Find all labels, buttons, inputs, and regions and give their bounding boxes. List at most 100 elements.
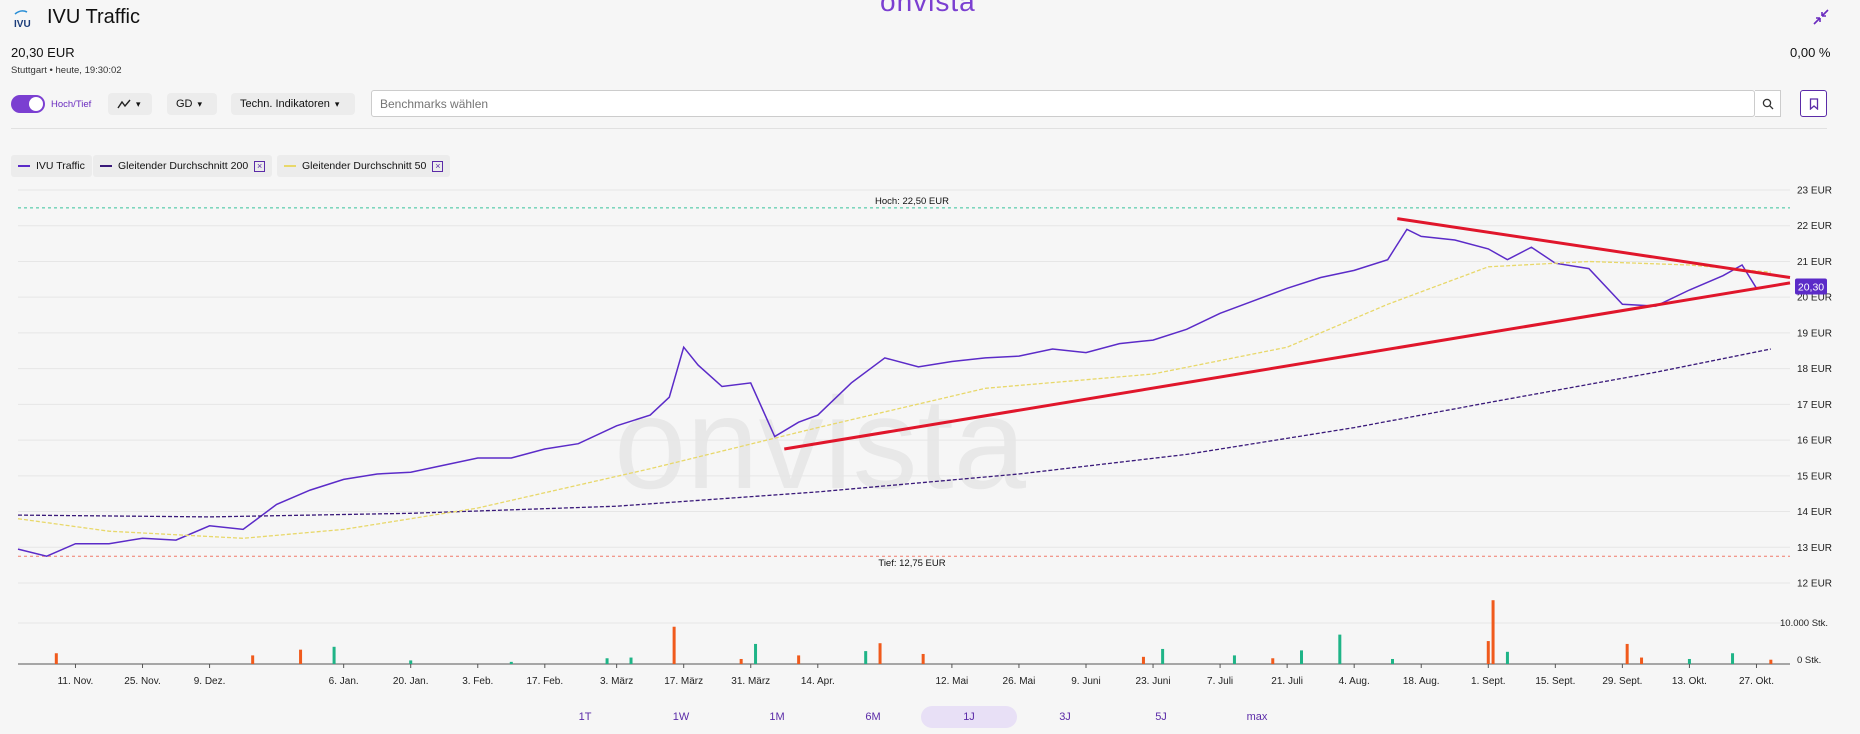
x-tick-label: 14. Apr. [801, 676, 835, 687]
gd-label: GD [176, 98, 193, 110]
chevron-down-icon: ▾ [334, 98, 340, 109]
x-tick-label: 20. Jan. [393, 676, 429, 687]
toggle-label: Hoch/Tief [51, 98, 92, 110]
trendline-1[interactable] [784, 281, 1791, 451]
period-button-1j[interactable]: 1J [921, 706, 1017, 728]
volume-bar [1491, 600, 1495, 664]
volume-bar [797, 655, 801, 664]
toggle-switch[interactable] [11, 95, 45, 113]
volume-bar [251, 655, 255, 664]
remove-gd50-icon[interactable]: × [432, 160, 444, 172]
volume-bar [1687, 658, 1691, 664]
x-tick-label: 18. Aug. [1403, 676, 1440, 687]
volume-tick-label: 10.000 Stk. [1780, 618, 1828, 629]
last-value-label: 20,30 [1798, 281, 1824, 293]
trendline-2[interactable] [1397, 217, 1791, 280]
x-tick-label: 17. Feb. [526, 676, 563, 687]
exchange-timestamp: Stuttgart • heute, 19:30:02 [11, 65, 122, 76]
legend-gd200: Gleitender Durchschnitt 200 × [93, 155, 273, 177]
volume-bar [629, 657, 633, 664]
x-tick-label: 25. Nov. [124, 676, 161, 687]
x-tick-label: 11. Nov. [58, 676, 94, 687]
volume-bar [1640, 657, 1644, 664]
page-title: IVU Traffic [47, 6, 140, 28]
x-tick-label: 6. Jan. [329, 676, 359, 687]
x-tick-label: 23. Juni [1136, 676, 1171, 687]
volume-bar [1505, 651, 1509, 664]
logo-text: IVU [14, 19, 31, 30]
bookmark-button[interactable] [1800, 90, 1827, 117]
x-tick-label: 7. Juli [1207, 676, 1233, 687]
last-value-badge [1795, 278, 1827, 295]
indicators-label: Techn. Indikatoren [240, 98, 330, 110]
volume-bar [299, 649, 303, 664]
chart-type-dropdown[interactable]: ▾ [108, 93, 152, 115]
legend-swatch [100, 165, 112, 167]
volume-bar [878, 643, 882, 664]
y-tick-label: 14 EUR [1797, 507, 1832, 518]
y-tick-label: 21 EUR [1797, 257, 1832, 268]
x-tick-label: 15. Sept. [1535, 676, 1575, 687]
high-label: Hoch: 22,50 EUR [875, 196, 949, 207]
y-tick-label: 15 EUR [1797, 471, 1832, 482]
volume-bar [1390, 658, 1394, 664]
legend-label: Gleitender Durchschnitt 50 [302, 160, 427, 172]
volume-bar [1232, 655, 1236, 664]
bookmark-icon [1809, 97, 1818, 110]
search-button[interactable] [1755, 90, 1781, 117]
y-tick-label: 13 EUR [1797, 543, 1832, 554]
y-tick-label: 23 EUR [1797, 186, 1832, 197]
period-button-1w[interactable]: 1W [672, 711, 690, 723]
x-tick-label: 3. Feb. [462, 676, 493, 687]
high-low-toggle[interactable]: Hoch/Tief [11, 95, 91, 113]
volume-bar [1486, 641, 1490, 664]
gd50-line [17, 260, 1771, 539]
legend-label: Gleitender Durchschnitt 200 [118, 160, 249, 172]
volume-bar [864, 651, 868, 664]
volume-bar [1625, 643, 1629, 664]
period-button-5j[interactable]: 5J [1155, 711, 1167, 723]
price-line [17, 228, 1771, 557]
gd-dropdown[interactable]: GD ▾ [167, 93, 217, 115]
volume-bar [509, 661, 513, 664]
volume-bar [1141, 656, 1145, 664]
indicators-dropdown[interactable]: Techn. Indikatoren ▾ [231, 93, 355, 115]
volume-bar [1338, 634, 1342, 664]
y-tick-label: 22 EUR [1797, 221, 1832, 232]
volume-bar [1300, 650, 1304, 664]
volume-bar [605, 658, 609, 664]
period-button-1m[interactable]: 1M [769, 711, 785, 723]
line-chart-icon [117, 99, 131, 109]
period-button-max[interactable]: max [1246, 711, 1268, 723]
y-tick-label: 20 EUR [1797, 293, 1832, 304]
search-icon [1762, 98, 1773, 109]
y-tick-label: 17 EUR [1797, 400, 1832, 411]
chevron-down-icon: ▾ [197, 98, 203, 109]
volume-bar [921, 653, 925, 664]
x-tick-label: 3. März [600, 676, 633, 687]
volume-bar [332, 646, 336, 664]
x-tick-label: 13. Okt. [1672, 676, 1707, 687]
current-price: 20,30 EUR [11, 45, 75, 60]
y-tick-label: 12 EUR [1797, 579, 1832, 590]
legend-ivu-traffic: IVU Traffic [11, 155, 92, 177]
volume-bar [672, 626, 676, 664]
remove-gd200-icon[interactable]: × [254, 160, 266, 172]
volume-bar [54, 653, 58, 664]
volume-bar [1161, 648, 1165, 664]
y-tick-label: 18 EUR [1797, 364, 1832, 375]
volume-bar [1769, 659, 1773, 664]
minimize-icon[interactable] [1810, 6, 1832, 28]
period-button-3j[interactable]: 3J [1059, 711, 1071, 723]
x-tick-label: 4. Aug. [1339, 676, 1370, 687]
legend-swatch [284, 165, 296, 167]
volume-bar [409, 660, 413, 664]
period-button-6m[interactable]: 6M [865, 711, 881, 723]
x-tick-label: 17. März [664, 676, 703, 687]
x-tick-label: 21. Juli [1271, 676, 1303, 687]
period-button-1t[interactable]: 1T [578, 711, 592, 723]
benchmark-search-input[interactable] [371, 90, 1755, 117]
volume-tick-label: 0 Stk. [1797, 655, 1821, 666]
legend-label: IVU Traffic [36, 160, 85, 172]
